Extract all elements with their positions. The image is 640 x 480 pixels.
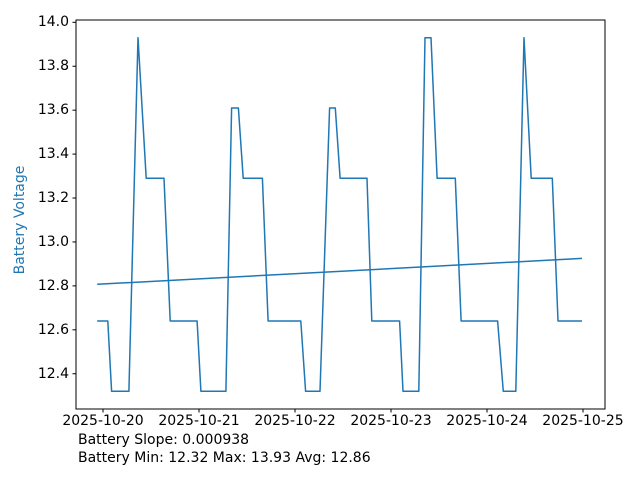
y-axis-label: Battery Voltage (12, 165, 28, 275)
annotation-slope-line: Battery Slope: 0.000938 (78, 432, 250, 448)
annotation-minmax-line: Battery Min: 12.32 Max: 13.93 Avg: 12.86 (78, 449, 371, 466)
x-tick-label: 2025-10-24 (446, 413, 528, 429)
battery-trend-line (97, 257, 583, 286)
y-tick-label: 13.4 (37, 146, 69, 163)
axes-frame (75, 19, 606, 410)
y-tick-label: 13.0 (37, 233, 69, 250)
x-tick-label: 2025-10-20 (62, 413, 144, 429)
x-tick-label: 2025-10-23 (350, 413, 432, 429)
x-tick-label: 2025-10-21 (158, 413, 240, 429)
stats-annotation: Battery Slope: 0.000938 Battery Min: 12.… (78, 432, 371, 467)
y-tick-label: 12.6 (37, 321, 69, 338)
x-tick-label: 2025-10-25 (542, 413, 624, 429)
y-tick-label: 12.8 (37, 277, 69, 294)
y-tick-label: 13.2 (37, 190, 69, 207)
y-tick-label: 13.6 (37, 102, 69, 119)
x-tick-label: 2025-10-22 (254, 413, 336, 429)
battery-voltage-line (97, 36, 582, 393)
y-tick-label: 14.0 (37, 14, 69, 31)
y-tick-label: 12.4 (37, 365, 69, 382)
y-tick-label: 13.8 (37, 58, 69, 75)
